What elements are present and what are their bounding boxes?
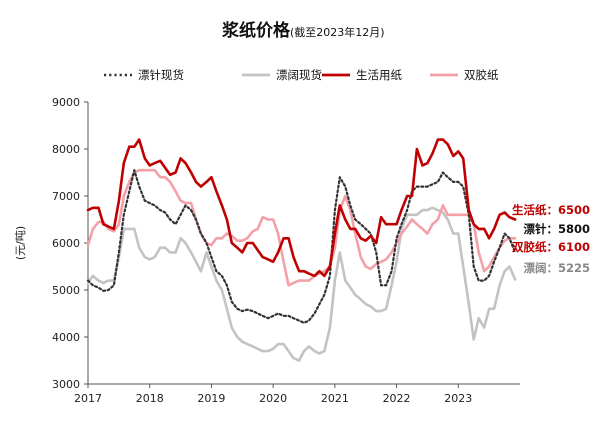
x-tick-label: 2019 [197, 392, 225, 405]
end-label: 生活纸：6500 [512, 203, 590, 217]
chart-title: 浆纸价格 [222, 20, 291, 41]
y-tick-label: 6000 [52, 237, 80, 250]
end-labels: 生活纸：6500 漂针：5800 双胶纸：6100 漂阔：5225 [511, 203, 590, 275]
x-tick-label: 2022 [383, 392, 411, 405]
series-3-line [86, 168, 517, 287]
y-tick-label: 5000 [52, 284, 80, 297]
y-axis-label: (元/吨) [14, 226, 27, 260]
end-label: 漂针：5800 [523, 222, 590, 236]
y-tick-label: 8000 [52, 143, 80, 156]
series-group [86, 138, 517, 362]
y-tick-label: 7000 [52, 190, 80, 203]
legend-label: 生活用纸 [356, 68, 402, 82]
x-tick-label: 2017 [74, 392, 102, 405]
legend-label: 漂阔现货 [276, 68, 322, 82]
x-tick-label: 2021 [321, 392, 349, 405]
legend-label: 漂针现货 [138, 68, 184, 82]
series-1-line [86, 206, 517, 362]
x-tick-label: 2023 [444, 392, 472, 405]
x-tick-label: 2018 [136, 392, 164, 405]
end-label: 漂阔：5225 [523, 261, 590, 275]
legend-label: 双胶纸 [464, 68, 499, 82]
y-tick-label: 3000 [52, 378, 80, 391]
axes: 3000 4000 5000 6000 7000 8000 9000 2017 2018 2019… [52, 96, 520, 405]
y-tick-label: 9000 [52, 96, 80, 109]
series-2-line [86, 138, 517, 278]
end-label: 双胶纸：6100 [511, 240, 590, 254]
chart-subtitle: (截至2023年12月) [290, 25, 385, 39]
x-tick-label: 2020 [259, 392, 287, 405]
y-tick-label: 4000 [52, 331, 80, 344]
legend: 漂针现货 漂阔现货 生活用纸 双胶纸 [104, 68, 499, 82]
series-0-line [86, 169, 517, 324]
